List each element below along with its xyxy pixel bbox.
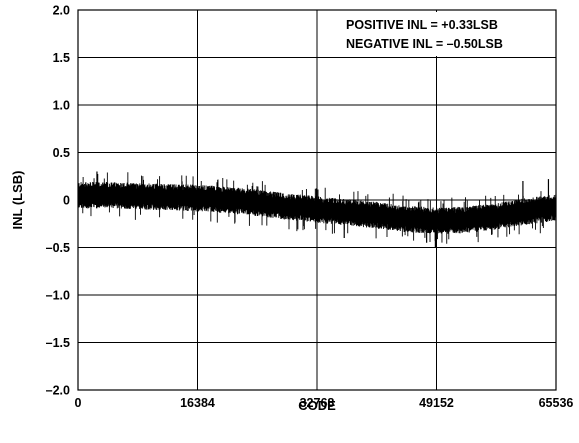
annotation-box	[341, 12, 553, 56]
x-tick-label: 32768	[300, 396, 335, 410]
y-tick-label: –1.0	[46, 289, 70, 303]
y-tick-label: 1.5	[53, 51, 70, 65]
y-tick-label: –2.0	[46, 384, 70, 398]
x-tick-label: 65536	[539, 396, 574, 410]
x-tick-label: 49152	[419, 396, 454, 410]
y-tick-labels: 2.0 1.5 1.0 0.5 0 –0.5 –1.0 –1.5 –2.0	[46, 4, 70, 398]
y-tick-label: 0.5	[53, 146, 70, 160]
annotation-negative-inl: NEGATIVE INL = –0.50LSB	[346, 37, 503, 51]
y-tick-label: 2.0	[53, 4, 70, 18]
y-tick-label: –1.5	[46, 336, 70, 350]
x-axis-title: CODE	[298, 398, 336, 413]
x-tick-label: 0	[75, 396, 82, 410]
x-tick-label: 16384	[180, 396, 215, 410]
plot-frame	[77, 9, 557, 391]
y-tick-label: 0	[63, 194, 70, 208]
y-tick-label: –0.5	[46, 241, 70, 255]
x-tick-labels: 0 16384 32768 49152 65536	[75, 396, 574, 410]
y-tick-label: 1.0	[53, 99, 70, 113]
annotation-positive-inl: POSITIVE INL = +0.33LSB	[346, 18, 498, 32]
y-axis-title: INL (LSB)	[10, 171, 25, 230]
